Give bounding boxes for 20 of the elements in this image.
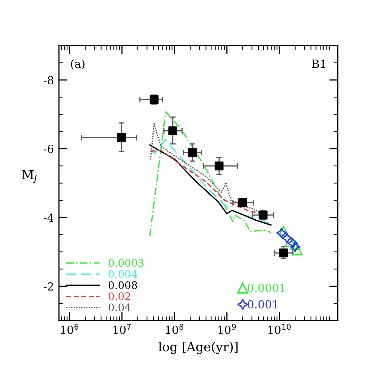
legend-label: 0.0001 <box>248 284 285 292</box>
x-tick-label: 10$^{10}$ <box>268 324 291 334</box>
x-axis-title: log [Age(yr)] <box>158 342 238 354</box>
y-tick-label: -4 <box>44 214 54 222</box>
x-tick-label: 10$^{7}$ <box>114 324 131 334</box>
y-tick-label: -8 <box>44 76 54 85</box>
legend-label: 0.008 <box>108 281 138 290</box>
legend-label: 0.04 <box>108 304 131 312</box>
x-tick-label: 10$^{9}$ <box>218 324 236 334</box>
legend-label: 0.0003 <box>108 259 144 268</box>
y-axis-title: M̄$_{J}$ <box>22 170 37 184</box>
x-tick-label: 10$^{8}$ <box>166 324 184 334</box>
legend-label: 0.02 <box>108 292 130 300</box>
legend-label: 0.001 <box>248 300 278 309</box>
y-tick-label: -2 <box>44 282 54 291</box>
y-tick-label: -6 <box>44 144 54 154</box>
annotation: B1 <box>312 60 326 68</box>
annotation: (a) <box>71 60 85 70</box>
x-tick-label: 10$^{6}$ <box>61 324 79 334</box>
legend-label: 0.004 <box>108 270 138 278</box>
